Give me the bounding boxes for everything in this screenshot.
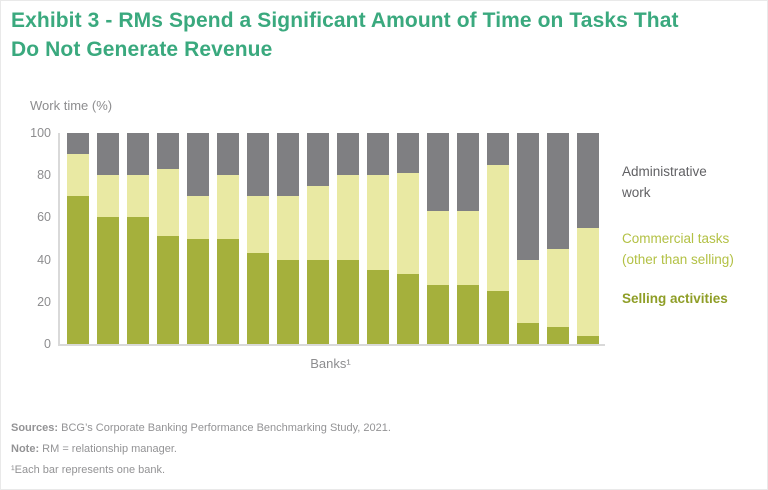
bar-bank-11: [367, 133, 389, 344]
y-tick-label: 80: [37, 168, 51, 183]
bar-segment: [187, 238, 209, 344]
bar-segment: [217, 238, 239, 344]
bar-segment: [277, 259, 299, 344]
bars: [60, 133, 605, 344]
bar-segment: [517, 133, 539, 260]
bar-segment: [457, 133, 479, 212]
bar-segment: [397, 274, 419, 344]
bar-segment: [187, 196, 209, 239]
bar-segment: [487, 291, 509, 344]
y-tick-label: 60: [37, 210, 51, 225]
bar-segment: [67, 154, 89, 197]
legend-commercial-tasks: Commercial tasks (other than selling): [622, 231, 734, 267]
bar-segment: [517, 322, 539, 344]
sources-label: Sources:: [11, 422, 59, 434]
bar-bank-6: [217, 133, 239, 344]
bar-segment: [547, 133, 569, 250]
bar-segment: [67, 196, 89, 344]
footnote-line: ¹Each bar represents one bank.: [11, 460, 391, 481]
y-axis-title: Work time (%): [30, 98, 113, 113]
bar-bank-13: [427, 133, 449, 344]
y-tick-label: 100: [30, 126, 51, 140]
bar-segment: [157, 236, 179, 344]
bar-segment: [547, 327, 569, 344]
exhibit-title: Exhibit 3 - RMs Spend a Significant Amou…: [11, 9, 679, 61]
bar-segment: [97, 175, 119, 218]
bar-segment: [577, 133, 599, 228]
bar-segment: [577, 227, 599, 336]
bar-segment: [457, 284, 479, 344]
bar-segment: [397, 173, 419, 275]
bar-segment: [97, 133, 119, 176]
bar-segment: [487, 164, 509, 292]
bar-segment: [307, 259, 329, 344]
bar-bank-10: [337, 133, 359, 344]
bar-segment: [457, 211, 479, 285]
bar-bank-8: [277, 133, 299, 344]
bar-bank-12: [397, 133, 419, 344]
bar-bank-1: [67, 133, 89, 344]
bar-segment: [577, 335, 599, 344]
bar-segment: [277, 196, 299, 260]
sources-line: Sources: BCG’s Corporate Banking Perform…: [11, 418, 391, 439]
y-tick-label: 40: [37, 252, 51, 267]
bar-bank-14: [457, 133, 479, 344]
note-line: Note: RM = relationship manager.: [11, 439, 391, 460]
bar-segment: [337, 259, 359, 344]
bar-segment: [247, 133, 269, 197]
bar-bank-2: [97, 133, 119, 344]
plot-area: [58, 133, 605, 346]
bar-segment: [67, 133, 89, 155]
bar-segment: [247, 253, 269, 344]
footer-notes: Sources: BCG’s Corporate Banking Perform…: [11, 418, 391, 481]
y-tick-label: 0: [44, 337, 51, 351]
note-label: Note:: [11, 443, 40, 455]
bar-segment: [427, 133, 449, 212]
legend-selling-activities: Selling activities: [622, 291, 728, 306]
bar-segment: [157, 168, 179, 237]
bar-segment: [337, 175, 359, 260]
bar-segment: [307, 185, 329, 260]
bar-bank-3: [127, 133, 149, 344]
bar-bank-4: [157, 133, 179, 344]
bar-segment: [157, 133, 179, 169]
bar-segment: [187, 133, 209, 197]
footnote-text: ¹Each bar represents one bank.: [11, 464, 166, 476]
bar-segment: [97, 217, 119, 344]
bar-segment: [127, 175, 149, 218]
sources-text: BCG’s Corporate Banking Performance Benc…: [58, 422, 391, 434]
bar-segment: [127, 133, 149, 176]
bar-segment: [427, 211, 449, 285]
bar-bank-16: [517, 133, 539, 344]
bar-segment: [367, 133, 389, 176]
y-tick-label: 20: [37, 294, 51, 309]
note-text: RM = relationship manager.: [39, 443, 177, 455]
legend-administrative-work: Administrative work: [622, 164, 707, 200]
bar-bank-17: [547, 133, 569, 344]
bar-segment: [307, 133, 329, 186]
bar-bank-9: [307, 133, 329, 344]
bar-segment: [367, 270, 389, 344]
bar-bank-5: [187, 133, 209, 344]
bar-segment: [217, 175, 239, 239]
bar-segment: [337, 133, 359, 176]
bar-bank-18: [577, 133, 599, 344]
bar-bank-7: [247, 133, 269, 344]
bar-segment: [277, 133, 299, 197]
bar-segment: [397, 133, 419, 174]
bar-bank-15: [487, 133, 509, 344]
bar-segment: [127, 217, 149, 344]
bar-segment: [427, 284, 449, 344]
bar-segment: [547, 249, 569, 328]
x-axis-label: Banks¹: [310, 356, 351, 371]
bar-segment: [367, 175, 389, 271]
bar-segment: [217, 133, 239, 176]
bar-segment: [517, 259, 539, 323]
bar-segment: [487, 133, 509, 165]
bar-segment: [247, 196, 269, 254]
